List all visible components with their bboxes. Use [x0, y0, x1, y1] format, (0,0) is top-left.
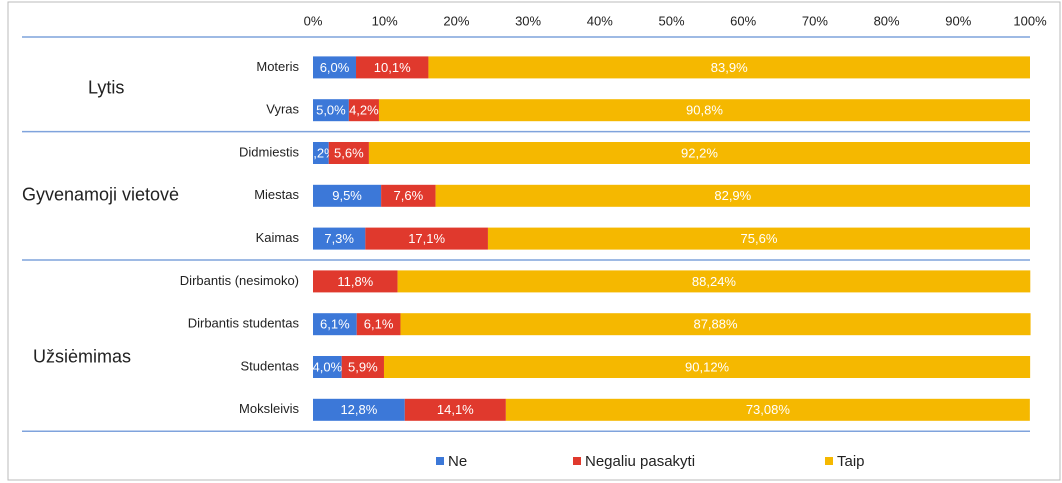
group-label: Užsiėmimas — [33, 346, 131, 366]
data-label: 17,1% — [408, 231, 445, 246]
legend-label: Taip — [837, 453, 865, 470]
x-tick-label: 90% — [945, 13, 971, 28]
data-label: 6,1% — [364, 317, 394, 332]
bar-segment — [341, 356, 384, 378]
bar-segment — [505, 398, 1030, 421]
data-label: 82,9% — [714, 188, 751, 203]
bar-segment — [368, 142, 1030, 164]
bar-segment — [313, 398, 405, 421]
y-tick-label: Dirbantis (nesimoko) — [180, 273, 299, 288]
x-tick-label: 30% — [515, 13, 541, 28]
data-label: 7,3% — [324, 231, 354, 246]
bar-segment — [313, 313, 357, 336]
group-label: Gyvenamoji vietovė — [22, 185, 179, 205]
data-label: 4,0% — [313, 359, 343, 374]
legend-label: Negaliu pasakyti — [585, 453, 695, 470]
data-label: 92,2% — [681, 145, 718, 160]
y-tick-label: Moksleivis — [239, 401, 299, 416]
bar-segment — [313, 56, 357, 79]
data-label: 75,6% — [741, 231, 778, 246]
y-tick-label: Miestas — [254, 187, 299, 202]
group-label: Lytis — [88, 78, 124, 98]
bar-segment — [313, 356, 342, 378]
bar-segment — [435, 184, 1030, 207]
bar-segment — [428, 56, 1030, 79]
data-label: 9,5% — [332, 188, 362, 203]
data-label: 83,9% — [711, 60, 748, 75]
x-tick-label: 70% — [802, 13, 828, 28]
data-label: 88,24% — [692, 274, 737, 289]
bar-segment — [404, 398, 506, 421]
data-label: 11,8% — [337, 274, 373, 289]
legend-label: Ne — [448, 453, 467, 470]
data-label: 5,9% — [348, 359, 378, 374]
bar-segment — [313, 270, 398, 293]
y-tick-label: Didmiestis — [239, 144, 299, 159]
y-tick-label: Moteris — [256, 59, 299, 74]
data-label: 5,0% — [316, 103, 346, 118]
x-tick-label: 20% — [443, 13, 469, 28]
y-tick-label: Kaimas — [256, 230, 300, 245]
x-tick-label: 50% — [658, 13, 684, 28]
x-tick-label: 10% — [372, 13, 398, 28]
bar-segment — [348, 99, 379, 122]
legend-swatch — [436, 457, 444, 465]
data-label: 73,08% — [746, 402, 791, 417]
data-label: 5,6% — [334, 145, 364, 160]
data-label: 14,1% — [437, 402, 474, 417]
bar-segment — [397, 270, 1031, 293]
y-tick-label: Dirbantis studentas — [188, 316, 300, 331]
bar-segment — [487, 227, 1030, 250]
legend-swatch — [825, 457, 833, 465]
x-tick-label: 80% — [874, 13, 900, 28]
x-tick-label: 0% — [304, 13, 323, 28]
y-tick-label: Vyras — [266, 102, 299, 117]
chart-frame — [7, 1, 1061, 481]
data-label: 2,2% — [306, 145, 336, 160]
x-tick-label: 40% — [587, 13, 613, 28]
x-tick-label: 60% — [730, 13, 756, 28]
bar-segment — [356, 313, 401, 336]
y-tick-label: Studentas — [240, 358, 299, 373]
data-label: 7,6% — [394, 188, 424, 203]
data-label: 90,8% — [686, 103, 723, 118]
x-tick-label: 100% — [1013, 13, 1047, 28]
legend-swatch — [573, 457, 581, 465]
bar-segment — [400, 313, 1031, 336]
data-label: 6,0% — [320, 60, 350, 75]
data-label: 12,8% — [340, 402, 377, 417]
data-label: 90,12% — [685, 359, 730, 374]
bar-segment — [313, 99, 349, 122]
bar-segment — [356, 56, 429, 79]
bar-segment — [383, 356, 1031, 378]
data-label: 6,1% — [320, 317, 350, 332]
bar-segment — [313, 227, 366, 250]
bar-segment — [381, 184, 436, 207]
data-label: 87,88% — [693, 317, 738, 332]
bar-segment — [365, 227, 488, 250]
bar-segment — [328, 142, 369, 164]
bar-segment — [378, 99, 1030, 122]
bar-segment — [313, 184, 382, 207]
data-label: 10,1% — [374, 60, 411, 75]
data-label: 4,2% — [349, 103, 379, 118]
bar-segment — [313, 142, 329, 164]
